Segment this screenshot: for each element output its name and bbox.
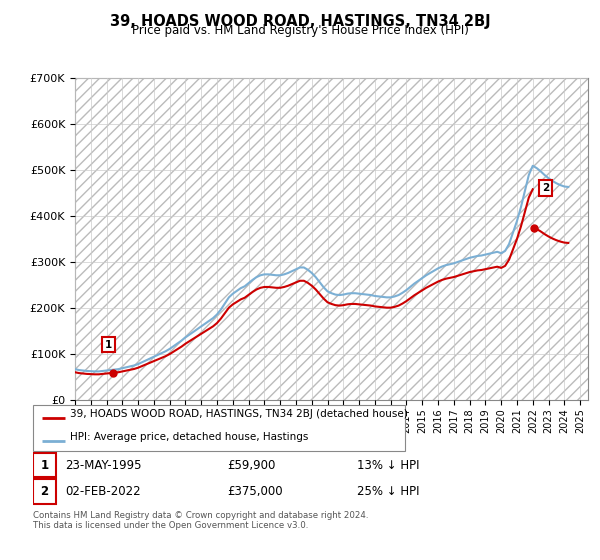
Text: 2: 2 (542, 183, 549, 193)
Text: 02-FEB-2022: 02-FEB-2022 (65, 485, 141, 498)
FancyBboxPatch shape (33, 405, 405, 451)
Text: 39, HOADS WOOD ROAD, HASTINGS, TN34 2BJ (detached house): 39, HOADS WOOD ROAD, HASTINGS, TN34 2BJ … (70, 409, 408, 419)
FancyBboxPatch shape (33, 453, 56, 477)
Text: £59,900: £59,900 (227, 459, 276, 472)
Text: 13% ↓ HPI: 13% ↓ HPI (357, 459, 419, 472)
Text: 2: 2 (40, 485, 49, 498)
Text: 1: 1 (105, 339, 112, 349)
Text: HPI: Average price, detached house, Hastings: HPI: Average price, detached house, Hast… (70, 432, 308, 442)
Text: 39, HOADS WOOD ROAD, HASTINGS, TN34 2BJ: 39, HOADS WOOD ROAD, HASTINGS, TN34 2BJ (110, 14, 490, 29)
Text: £375,000: £375,000 (227, 485, 283, 498)
Text: 23-MAY-1995: 23-MAY-1995 (65, 459, 142, 472)
Text: Contains HM Land Registry data © Crown copyright and database right 2024.
This d: Contains HM Land Registry data © Crown c… (33, 511, 368, 530)
Text: 25% ↓ HPI: 25% ↓ HPI (357, 485, 419, 498)
FancyBboxPatch shape (33, 479, 56, 503)
Text: Price paid vs. HM Land Registry's House Price Index (HPI): Price paid vs. HM Land Registry's House … (131, 24, 469, 37)
Text: 1: 1 (40, 459, 49, 472)
